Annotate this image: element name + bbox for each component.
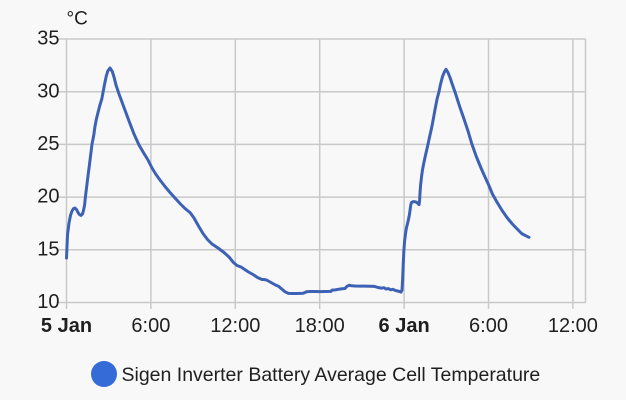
svg-text:10: 10 [37,291,59,313]
svg-text:18:00: 18:00 [295,315,345,337]
svg-text:35: 35 [37,28,59,50]
svg-text:6 Jan: 6 Jan [379,315,430,337]
svg-text:6:00: 6:00 [469,315,508,337]
svg-text:25: 25 [37,133,59,155]
svg-text:Sigen Inverter Battery Average: Sigen Inverter Battery Average Cell Temp… [122,364,541,386]
svg-text:5 Jan: 5 Jan [41,315,92,337]
svg-text:20: 20 [37,186,59,208]
svg-text:12:00: 12:00 [210,315,260,337]
svg-text:15: 15 [37,238,59,260]
svg-text:6:00: 6:00 [131,315,170,337]
svg-text:°C: °C [67,9,88,30]
svg-text:30: 30 [37,80,59,102]
svg-text:12:00: 12:00 [548,315,598,337]
